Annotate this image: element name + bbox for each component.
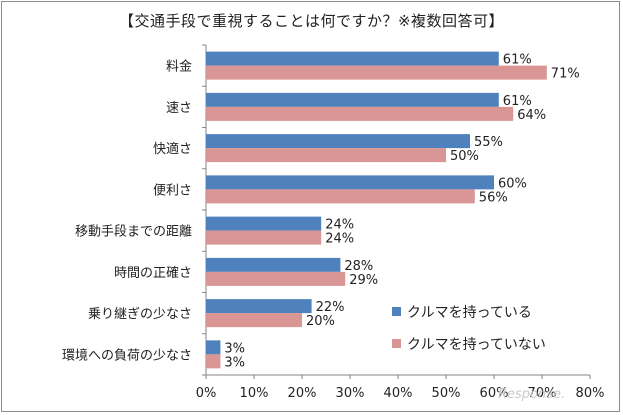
legend-label: クルマを持っていない — [407, 337, 546, 353]
data-label: 55% — [474, 135, 503, 150]
data-label: 20% — [306, 314, 335, 329]
bar-with-car — [206, 340, 221, 355]
bar-with-car — [206, 216, 322, 231]
bar-without-car — [206, 106, 514, 121]
x-axis-ticks: 0% 10% 20% 30% 40% 50% 60% 70% 80% — [196, 375, 605, 401]
bar-with-car — [206, 134, 470, 149]
category-labels: 料金速さ快適さ便利さ移動手段までの距離時間の正確さ乗り継ぎの少なさ環境への負荷の… — [62, 59, 192, 364]
x-tick-label: 50% — [432, 386, 461, 401]
bar-with-car — [206, 92, 499, 107]
x-tick-label: 60% — [480, 386, 509, 401]
category-label: 便利さ — [153, 183, 192, 198]
category-label: 乗り継ぎの少なさ — [88, 307, 192, 322]
legend-label: クルマを持っている — [407, 305, 532, 321]
category-label: 時間の正確さ — [114, 265, 192, 281]
bar-without-car — [206, 148, 446, 163]
legend-swatch — [392, 339, 401, 348]
data-label: 22% — [316, 300, 345, 315]
data-label: 29% — [349, 273, 378, 288]
chart-title: 【交通手段で重視することは何ですか？※複数回答可】 — [118, 12, 505, 30]
data-label: 24% — [325, 218, 354, 233]
bar-with-car — [206, 51, 499, 66]
bar-with-car — [206, 257, 341, 272]
x-tick-label: 80% — [576, 386, 605, 401]
data-label: 50% — [450, 149, 479, 164]
legend-swatch — [392, 307, 401, 316]
bar-without-car — [206, 189, 475, 204]
data-label: 60% — [498, 176, 527, 191]
data-label: 28% — [344, 259, 373, 274]
data-label: 3% — [224, 355, 245, 370]
x-tick-label: 40% — [384, 386, 413, 401]
data-label: 71% — [551, 67, 580, 82]
x-tick-label: 10% — [240, 386, 269, 401]
data-label: 3% — [224, 341, 245, 356]
watermark-logo: Response. — [498, 387, 565, 402]
x-tick-label: 0% — [196, 386, 217, 401]
bar-without-car — [206, 230, 322, 245]
data-label: 24% — [325, 232, 354, 247]
data-label: 61% — [503, 94, 532, 109]
category-label: 料金 — [166, 59, 192, 75]
data-label: 56% — [479, 190, 508, 205]
category-label: 環境への負荷の少なさ — [62, 348, 192, 363]
x-tick-label: 70% — [528, 386, 557, 401]
bars — [206, 51, 547, 369]
bar-with-car — [206, 175, 494, 190]
data-label: 61% — [503, 53, 532, 68]
category-label: 速さ — [166, 101, 192, 116]
x-tick-label: 30% — [336, 386, 365, 401]
bar-without-car — [206, 271, 346, 286]
x-tick-label: 20% — [288, 386, 317, 401]
bar-without-car — [206, 354, 221, 369]
category-label: 快適さ — [153, 141, 192, 157]
bar-without-car — [206, 65, 547, 80]
bar-with-car — [206, 299, 312, 314]
category-label: 移動手段までの距離 — [75, 225, 192, 240]
bar-without-car — [206, 313, 302, 328]
value-labels: 61%71%61%64%55%50%60%56%24%24%28%29%22%2… — [224, 53, 579, 371]
data-label: 64% — [517, 108, 546, 123]
